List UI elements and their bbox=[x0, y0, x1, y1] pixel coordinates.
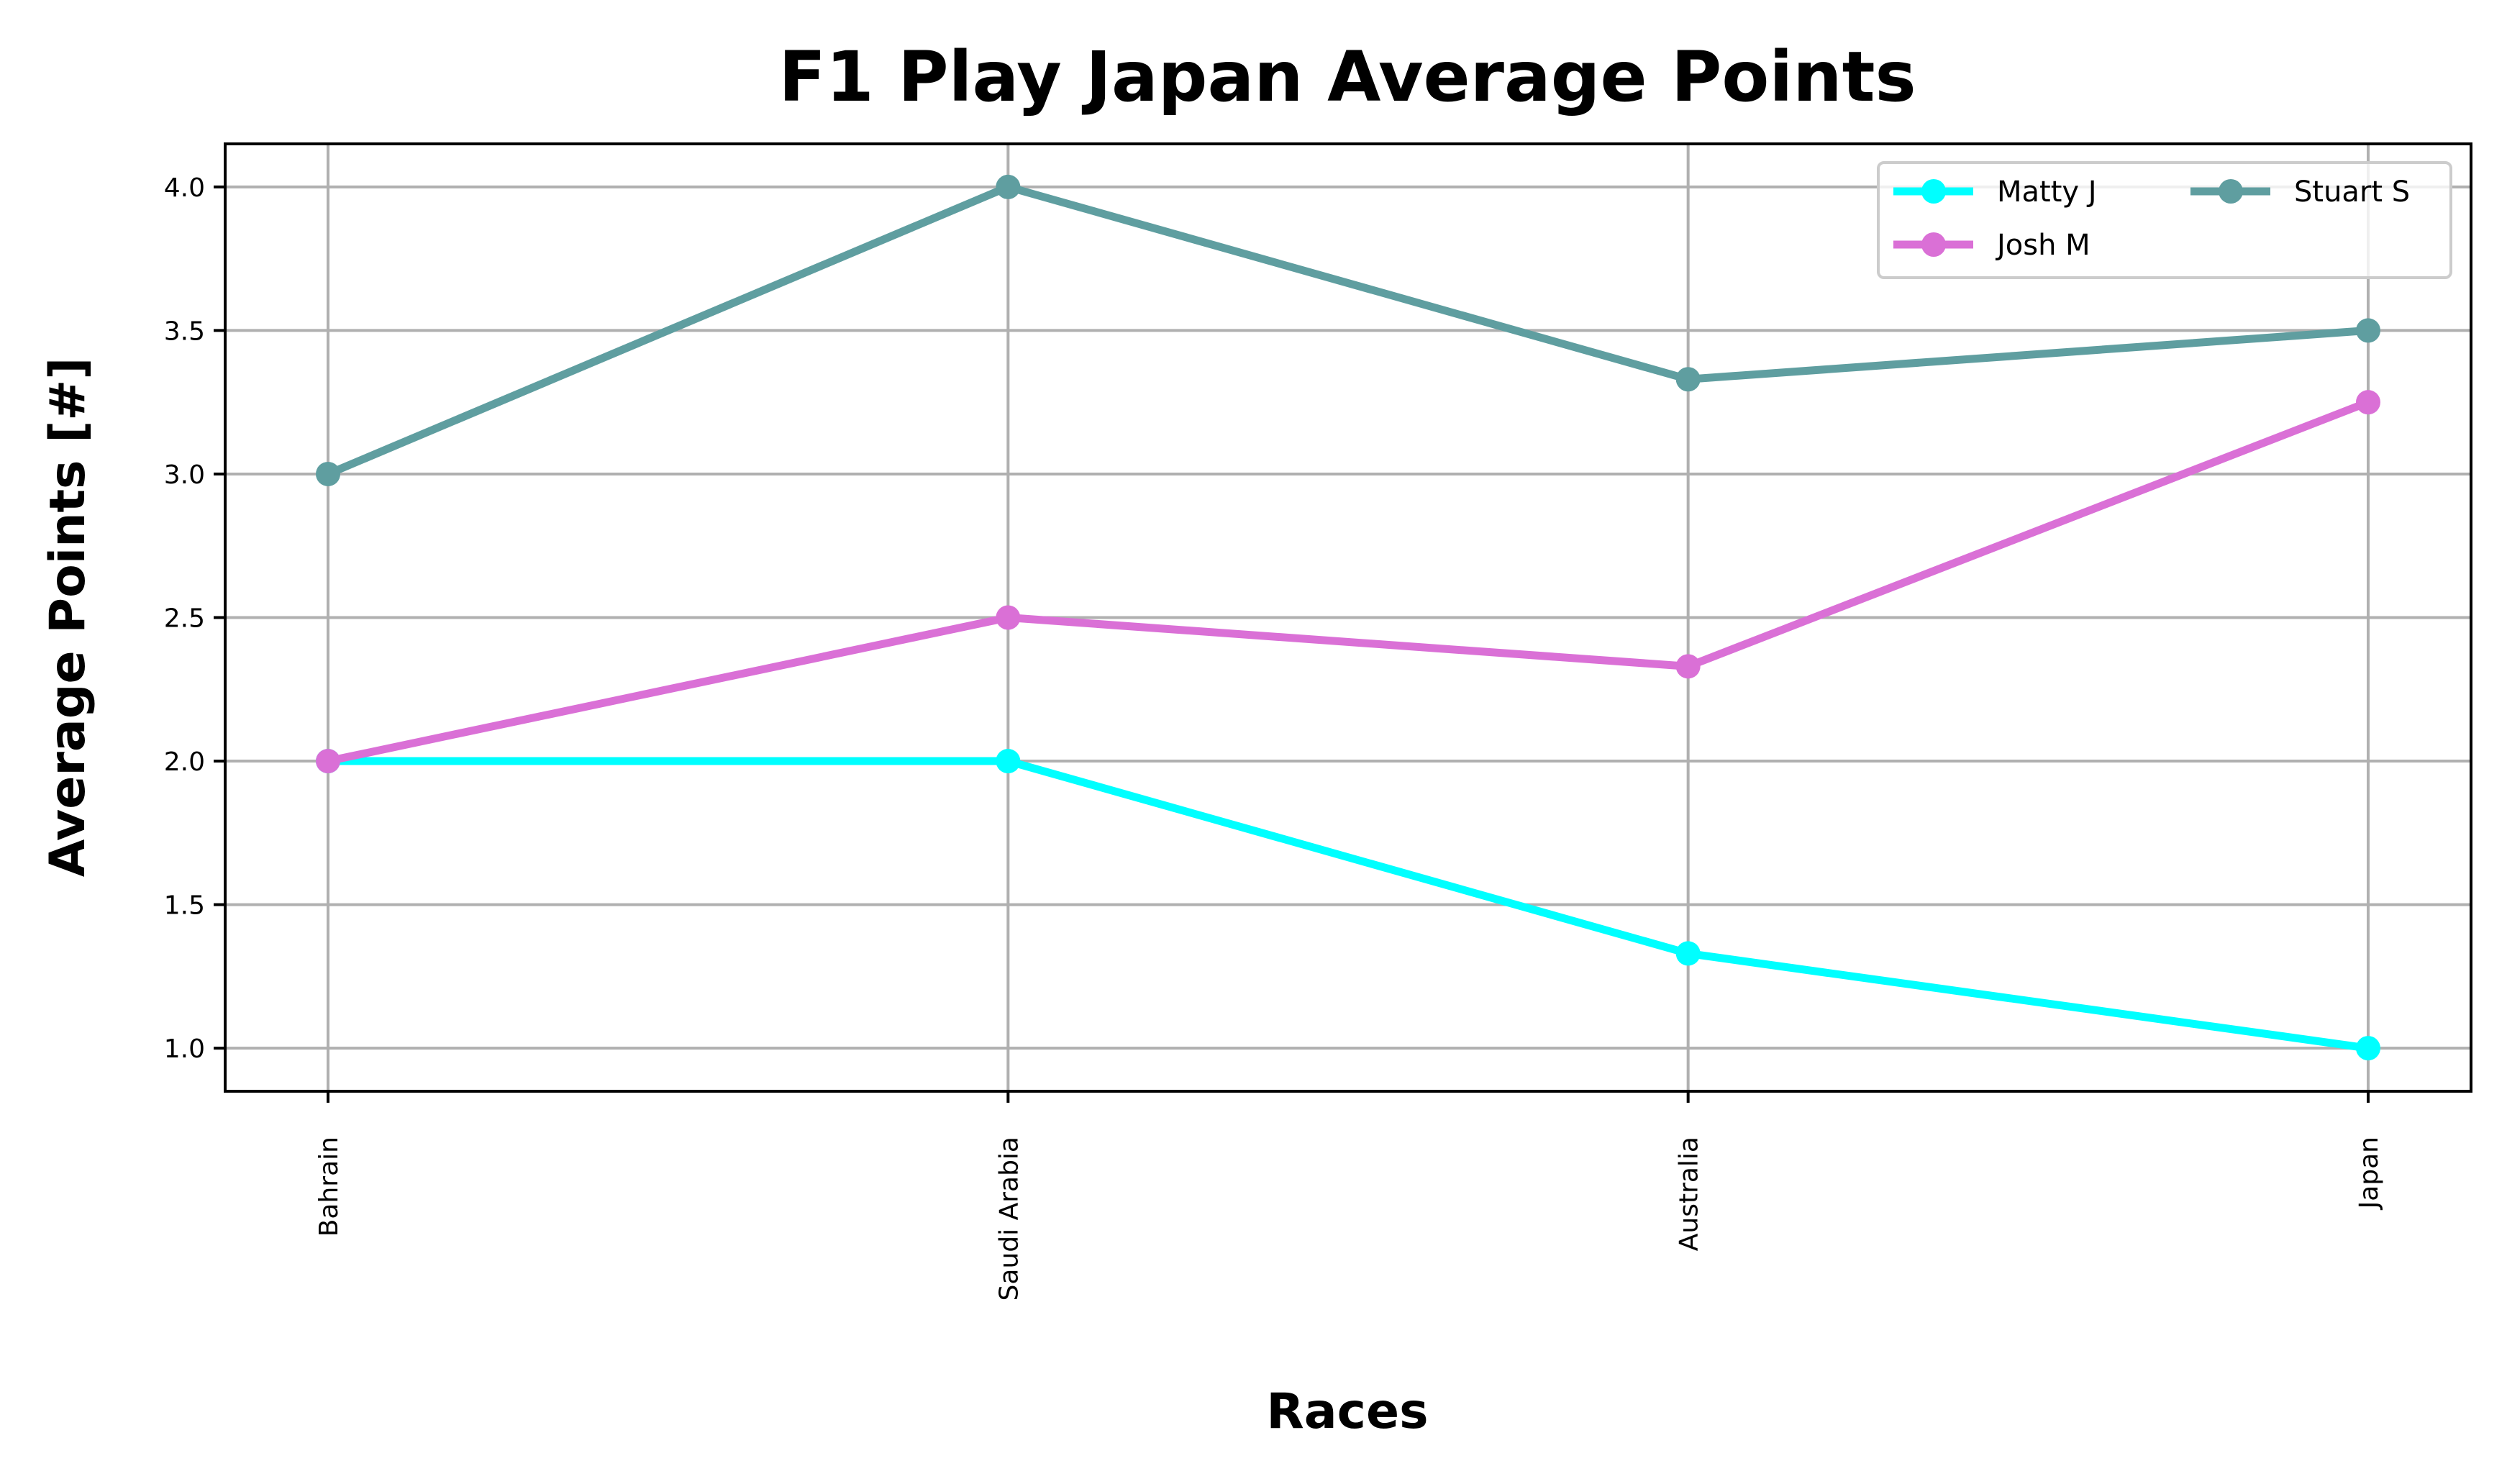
x-axis-ticks: Bahrain Saudi Arabia Australia Japan bbox=[314, 1091, 2384, 1301]
data-point bbox=[2356, 390, 2380, 415]
y-tick-label: 4.0 bbox=[164, 173, 205, 203]
data-point bbox=[2356, 1036, 2380, 1061]
x-axis-label: Races bbox=[1266, 1383, 1428, 1440]
legend-box bbox=[1877, 161, 2452, 279]
chart-title: F1 Play Japan Average Points bbox=[778, 37, 1916, 117]
legend-swatch-marker bbox=[1921, 179, 1946, 204]
series-josh-m bbox=[316, 390, 2380, 774]
y-tick-label: 3.5 bbox=[164, 317, 205, 346]
series-line bbox=[328, 757, 2369, 1052]
legend-label: Josh M bbox=[1995, 229, 2090, 262]
y-axis-ticks: 1.0 1.5 2.0 2.5 3.0 3.5 4.0 bbox=[164, 173, 225, 1064]
y-tick-label: 1.0 bbox=[164, 1034, 205, 1064]
data-point bbox=[1675, 367, 1701, 392]
x-tick-label: Australia bbox=[1675, 1137, 1704, 1251]
data-point bbox=[996, 174, 1021, 199]
data-point bbox=[996, 749, 1021, 774]
x-tick-label: Bahrain bbox=[314, 1137, 344, 1237]
legend-label: Matty J bbox=[1997, 176, 2097, 209]
legend-swatch-marker bbox=[1921, 232, 1946, 257]
y-tick-label: 2.0 bbox=[164, 747, 205, 777]
series-line bbox=[326, 183, 2369, 478]
legend: Matty J Josh M Stuart S bbox=[1877, 161, 2452, 279]
series-layer bbox=[316, 174, 2380, 1061]
series-stuart-s bbox=[316, 174, 2380, 486]
legend-entry: Matty J bbox=[1893, 176, 2097, 209]
data-point bbox=[996, 605, 1021, 630]
data-point bbox=[316, 749, 340, 774]
data-point bbox=[1675, 654, 1701, 679]
y-tick-label: 3.0 bbox=[164, 460, 205, 490]
y-axis-label: Average Points [#] bbox=[40, 358, 96, 878]
series-line bbox=[327, 399, 2370, 765]
legend-label: Stuart S bbox=[2294, 176, 2410, 209]
legend-entry: Stuart S bbox=[2190, 176, 2410, 209]
legend-entry: Josh M bbox=[1893, 229, 2090, 262]
data-point bbox=[316, 461, 340, 486]
data-point bbox=[2356, 318, 2380, 343]
data-point bbox=[1675, 941, 1701, 966]
x-tick-label: Japan bbox=[2354, 1137, 2384, 1210]
legend-swatch-marker bbox=[2219, 179, 2243, 204]
y-tick-label: 2.5 bbox=[164, 604, 205, 634]
y-tick-label: 1.5 bbox=[164, 891, 205, 921]
x-tick-label: Saudi Arabia bbox=[994, 1137, 1024, 1301]
